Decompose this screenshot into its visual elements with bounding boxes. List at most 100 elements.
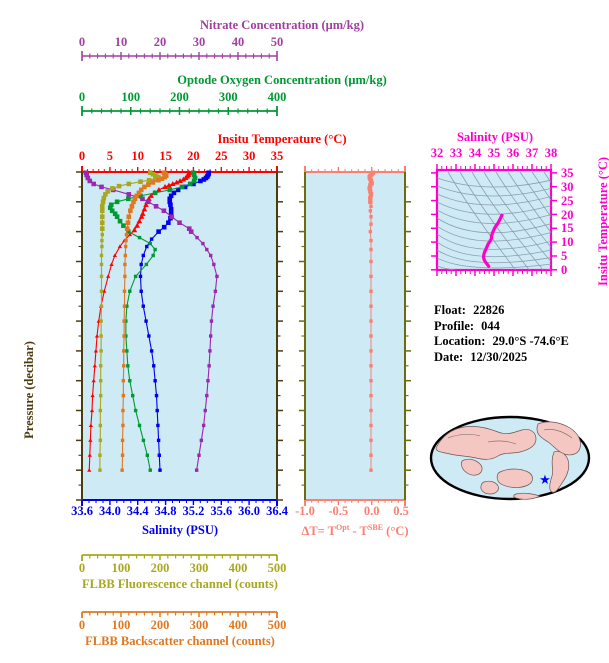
nitrate-axis-line <box>81 51 278 61</box>
ts-salinity-tick-34: 34 <box>468 146 482 160</box>
temperature-tick-15: 15 <box>159 149 172 163</box>
delta-t-bottom-axis <box>304 499 406 506</box>
ts-temperature-tick-10: 10 <box>561 235 574 250</box>
ts-salinity-tick-35: 35 <box>487 146 501 160</box>
metadata-float-row: Float: 22826 <box>434 303 609 319</box>
main-plot-top-axis <box>81 166 278 173</box>
metadata-profile-label: Profile: <box>434 318 475 333</box>
backscatter-tick-100: 100 <box>111 618 131 632</box>
metadata-profile-row: Profile: 044 <box>434 319 609 335</box>
delta-t-ticklabels: -1.0 -0.5 0.0 0.5 <box>0 504 609 520</box>
metadata-date-row: Date: 12/30/2025 <box>434 350 609 366</box>
delta-t-axis-title: ΔT= TOpt - TSBE (°C) <box>301 523 408 539</box>
ts-salinity-tick-32: 32 <box>430 146 444 160</box>
backscatter-axis-line <box>81 611 278 618</box>
salinity-axis-title: Salinity (PSU) <box>141 523 219 537</box>
oxygen-tick-300: 300 <box>218 90 238 104</box>
backscatter-tick-300: 300 <box>189 618 209 632</box>
temperature-tick-30: 30 <box>242 149 256 163</box>
delta-t-top-axis <box>304 166 406 173</box>
float-metadata-block: Float: 22826 Profile: 044 Location: 29.0… <box>434 303 609 365</box>
ts-temperature-tick-5: 5 <box>561 249 568 264</box>
temperature-tick-0: 0 <box>78 149 86 163</box>
nitrate-axis-group: Nitrate Concentration (μm/kg) 0 10 20 30… <box>0 18 609 66</box>
delta-t-tick-0.0: 0.0 <box>363 504 380 518</box>
profile-series-layer <box>83 169 219 472</box>
oxygen-tick-200: 200 <box>170 90 189 104</box>
ts-curve-layer <box>481 213 504 268</box>
temperature-axis-title: Insitu Temperature (°C) <box>217 132 347 146</box>
salinity-tick-34.4: 34.4 <box>126 504 149 518</box>
temperature-tick-35: 35 <box>270 149 284 163</box>
fluorescence-tick-0: 0 <box>78 561 86 575</box>
metadata-date-value: 12/30/2025 <box>470 349 528 364</box>
main-plot-bottom-axis <box>81 499 278 506</box>
main-plot-background <box>82 172 277 500</box>
fluorescence-tick-100: 100 <box>111 561 131 575</box>
delta-t-tick--0.5: -0.5 <box>328 504 349 518</box>
oxygen-axis-group: Optode Oxygen Concentration (μm/kg) 0 10… <box>0 73 609 121</box>
fluorescence-tick-200: 200 <box>150 561 170 575</box>
delta-t-side-axes <box>299 172 411 500</box>
nitrate-tick-10: 10 <box>114 35 128 49</box>
fluorescence-tick-300: 300 <box>189 561 209 575</box>
backscatter-axis-title: FLBB Backscatter channel (counts) <box>85 634 275 648</box>
metadata-float-value: 22826 <box>473 303 505 317</box>
nitrate-axis-ticklabels: 0 10 20 30 40 50 <box>0 35 609 49</box>
oxygen-tick-0: 0 <box>78 90 86 104</box>
salinity-tick-34.8: 34.8 <box>154 504 177 518</box>
fluorescence-axis-ticklabels: 0 100 200 300 400 500 <box>0 561 609 575</box>
delta-t-title-part2: - T <box>349 524 368 539</box>
fluorescence-axis-line <box>81 554 278 561</box>
map-coastline-detail <box>447 429 573 445</box>
temperature-tick-5: 5 <box>106 149 114 163</box>
temperature-tick-25: 25 <box>215 149 228 163</box>
main-plot-side-axes <box>76 171 283 501</box>
delta-t-tick-0.5: 0.5 <box>393 504 409 518</box>
salinity-tick-36.0: 36.0 <box>238 504 261 518</box>
world-map-thumbnail[interactable]: ★ <box>428 408 593 508</box>
salinity-axis-ticklabels: 33.6 34.0 34.4 34.8 35.2 35.6 36.0 36.4 <box>0 504 609 520</box>
map-landmasses <box>435 421 581 500</box>
profile-series <box>107 170 198 472</box>
backscatter-tick-200: 200 <box>150 618 170 632</box>
svg-text:★: ★ <box>539 473 551 488</box>
backscatter-tick-500: 500 <box>267 618 287 632</box>
ts-temperature-tick-30: 30 <box>561 179 574 194</box>
nitrate-tick-30: 30 <box>192 35 206 49</box>
profile-series <box>83 170 219 472</box>
oxygen-axis-ticklabels: 0 100 200 300 400 <box>0 90 609 104</box>
metadata-location-label: Location: <box>434 334 486 348</box>
ts-temperature-tick-15: 15 <box>561 221 574 236</box>
metadata-location-value: 29.0°S -74.6°E <box>492 334 569 348</box>
temperature-tick-20: 20 <box>187 149 200 163</box>
nitrate-tick-40: 40 <box>231 35 245 49</box>
delta-t-title-sup-sbe: SBE <box>367 523 384 532</box>
delta-t-background <box>305 172 405 500</box>
nitrate-tick-20: 20 <box>153 35 167 49</box>
backscatter-axis-ticklabels: 0 100 200 300 400 500 <box>0 618 609 632</box>
fluorescence-axis-title: FLBB Fluorescence channel (counts) <box>82 577 278 591</box>
fluorescence-tick-400: 400 <box>228 561 248 575</box>
backscatter-tick-400: 400 <box>228 618 248 632</box>
ts-salinity-tick-38: 38 <box>544 146 558 160</box>
metadata-profile-value: 044 <box>481 318 500 333</box>
oxygen-tick-100: 100 <box>121 90 141 104</box>
backscatter-axis-group: 0 100 200 300 400 500 FLBB Backscatter c… <box>0 607 609 651</box>
ts-salinity-tick-36: 36 <box>506 146 520 160</box>
float-location-star-icon: ★ <box>539 473 551 488</box>
oxygen-tick-400: 400 <box>267 90 287 104</box>
fluorescence-tick-500: 500 <box>267 561 287 575</box>
backscatter-tick-0: 0 <box>78 618 86 632</box>
metadata-float-label: Float: <box>434 303 466 317</box>
profile-series <box>98 170 161 472</box>
nitrate-axis-title: Nitrate Concentration (μm/kg) <box>200 18 364 32</box>
delta-t-title-part3: (°C) <box>383 524 409 539</box>
delta-t-title-sup-opt: Opt <box>336 523 350 532</box>
ts-axis-ticks <box>431 164 557 276</box>
delta-t-title-part1: ΔT= T <box>301 524 337 539</box>
